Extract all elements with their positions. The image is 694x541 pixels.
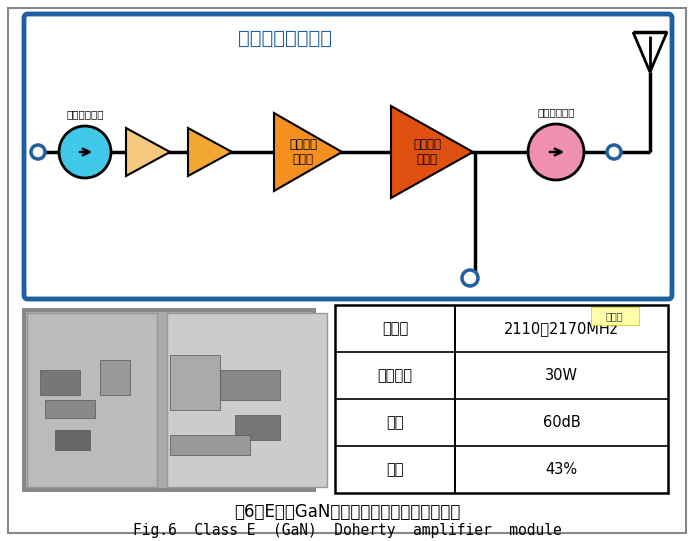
Text: 出力電力: 出力電力 (378, 368, 412, 383)
Text: 利得: 利得 (386, 415, 404, 430)
Text: 周波数: 周波数 (382, 321, 408, 336)
Bar (45, 400, 95, 418)
Text: 30W: 30W (545, 368, 578, 383)
Bar (55, 430, 90, 450)
Bar (22, 308, 316, 492)
Polygon shape (274, 113, 342, 191)
Polygon shape (126, 128, 170, 176)
Text: 図6　E級（GaN）ドハティアンプモジュール: 図6 E級（GaN）ドハティアンプモジュール (234, 503, 460, 521)
Bar (27, 313, 157, 487)
Bar (26, 312, 312, 488)
Circle shape (607, 145, 621, 159)
FancyBboxPatch shape (24, 14, 672, 299)
Text: 効率: 効率 (386, 462, 404, 477)
Text: 43%: 43% (545, 462, 577, 477)
Bar (100, 360, 130, 395)
Bar (591, 307, 638, 325)
Bar (170, 355, 220, 410)
Bar (40, 370, 80, 395)
Polygon shape (188, 128, 232, 176)
Bar (220, 370, 280, 400)
Bar (170, 435, 250, 455)
Circle shape (462, 270, 478, 286)
Bar (335, 305, 668, 493)
Text: アンプモジュール: アンプモジュール (238, 29, 332, 48)
Text: アイソレータ: アイソレータ (537, 107, 575, 117)
Text: 2110～2170MHz: 2110～2170MHz (505, 321, 618, 336)
Text: Fig.6  Class E  (GaN)  Doherty  amplifier  module: Fig.6 Class E (GaN) Doherty amplifier mo… (133, 523, 561, 538)
Circle shape (59, 126, 111, 178)
Circle shape (31, 145, 45, 159)
Circle shape (528, 124, 584, 180)
Text: アイソレータ: アイソレータ (66, 109, 103, 119)
Text: 水曜日: 水曜日 (606, 311, 623, 321)
Bar (167, 313, 327, 487)
Text: 60dB: 60dB (543, 415, 580, 430)
Polygon shape (391, 106, 473, 198)
Text: ドハティ
アンプ: ドハティ アンプ (413, 138, 441, 166)
Text: ドライバ
アンプ: ドライバ アンプ (289, 138, 317, 166)
Bar (235, 415, 280, 440)
